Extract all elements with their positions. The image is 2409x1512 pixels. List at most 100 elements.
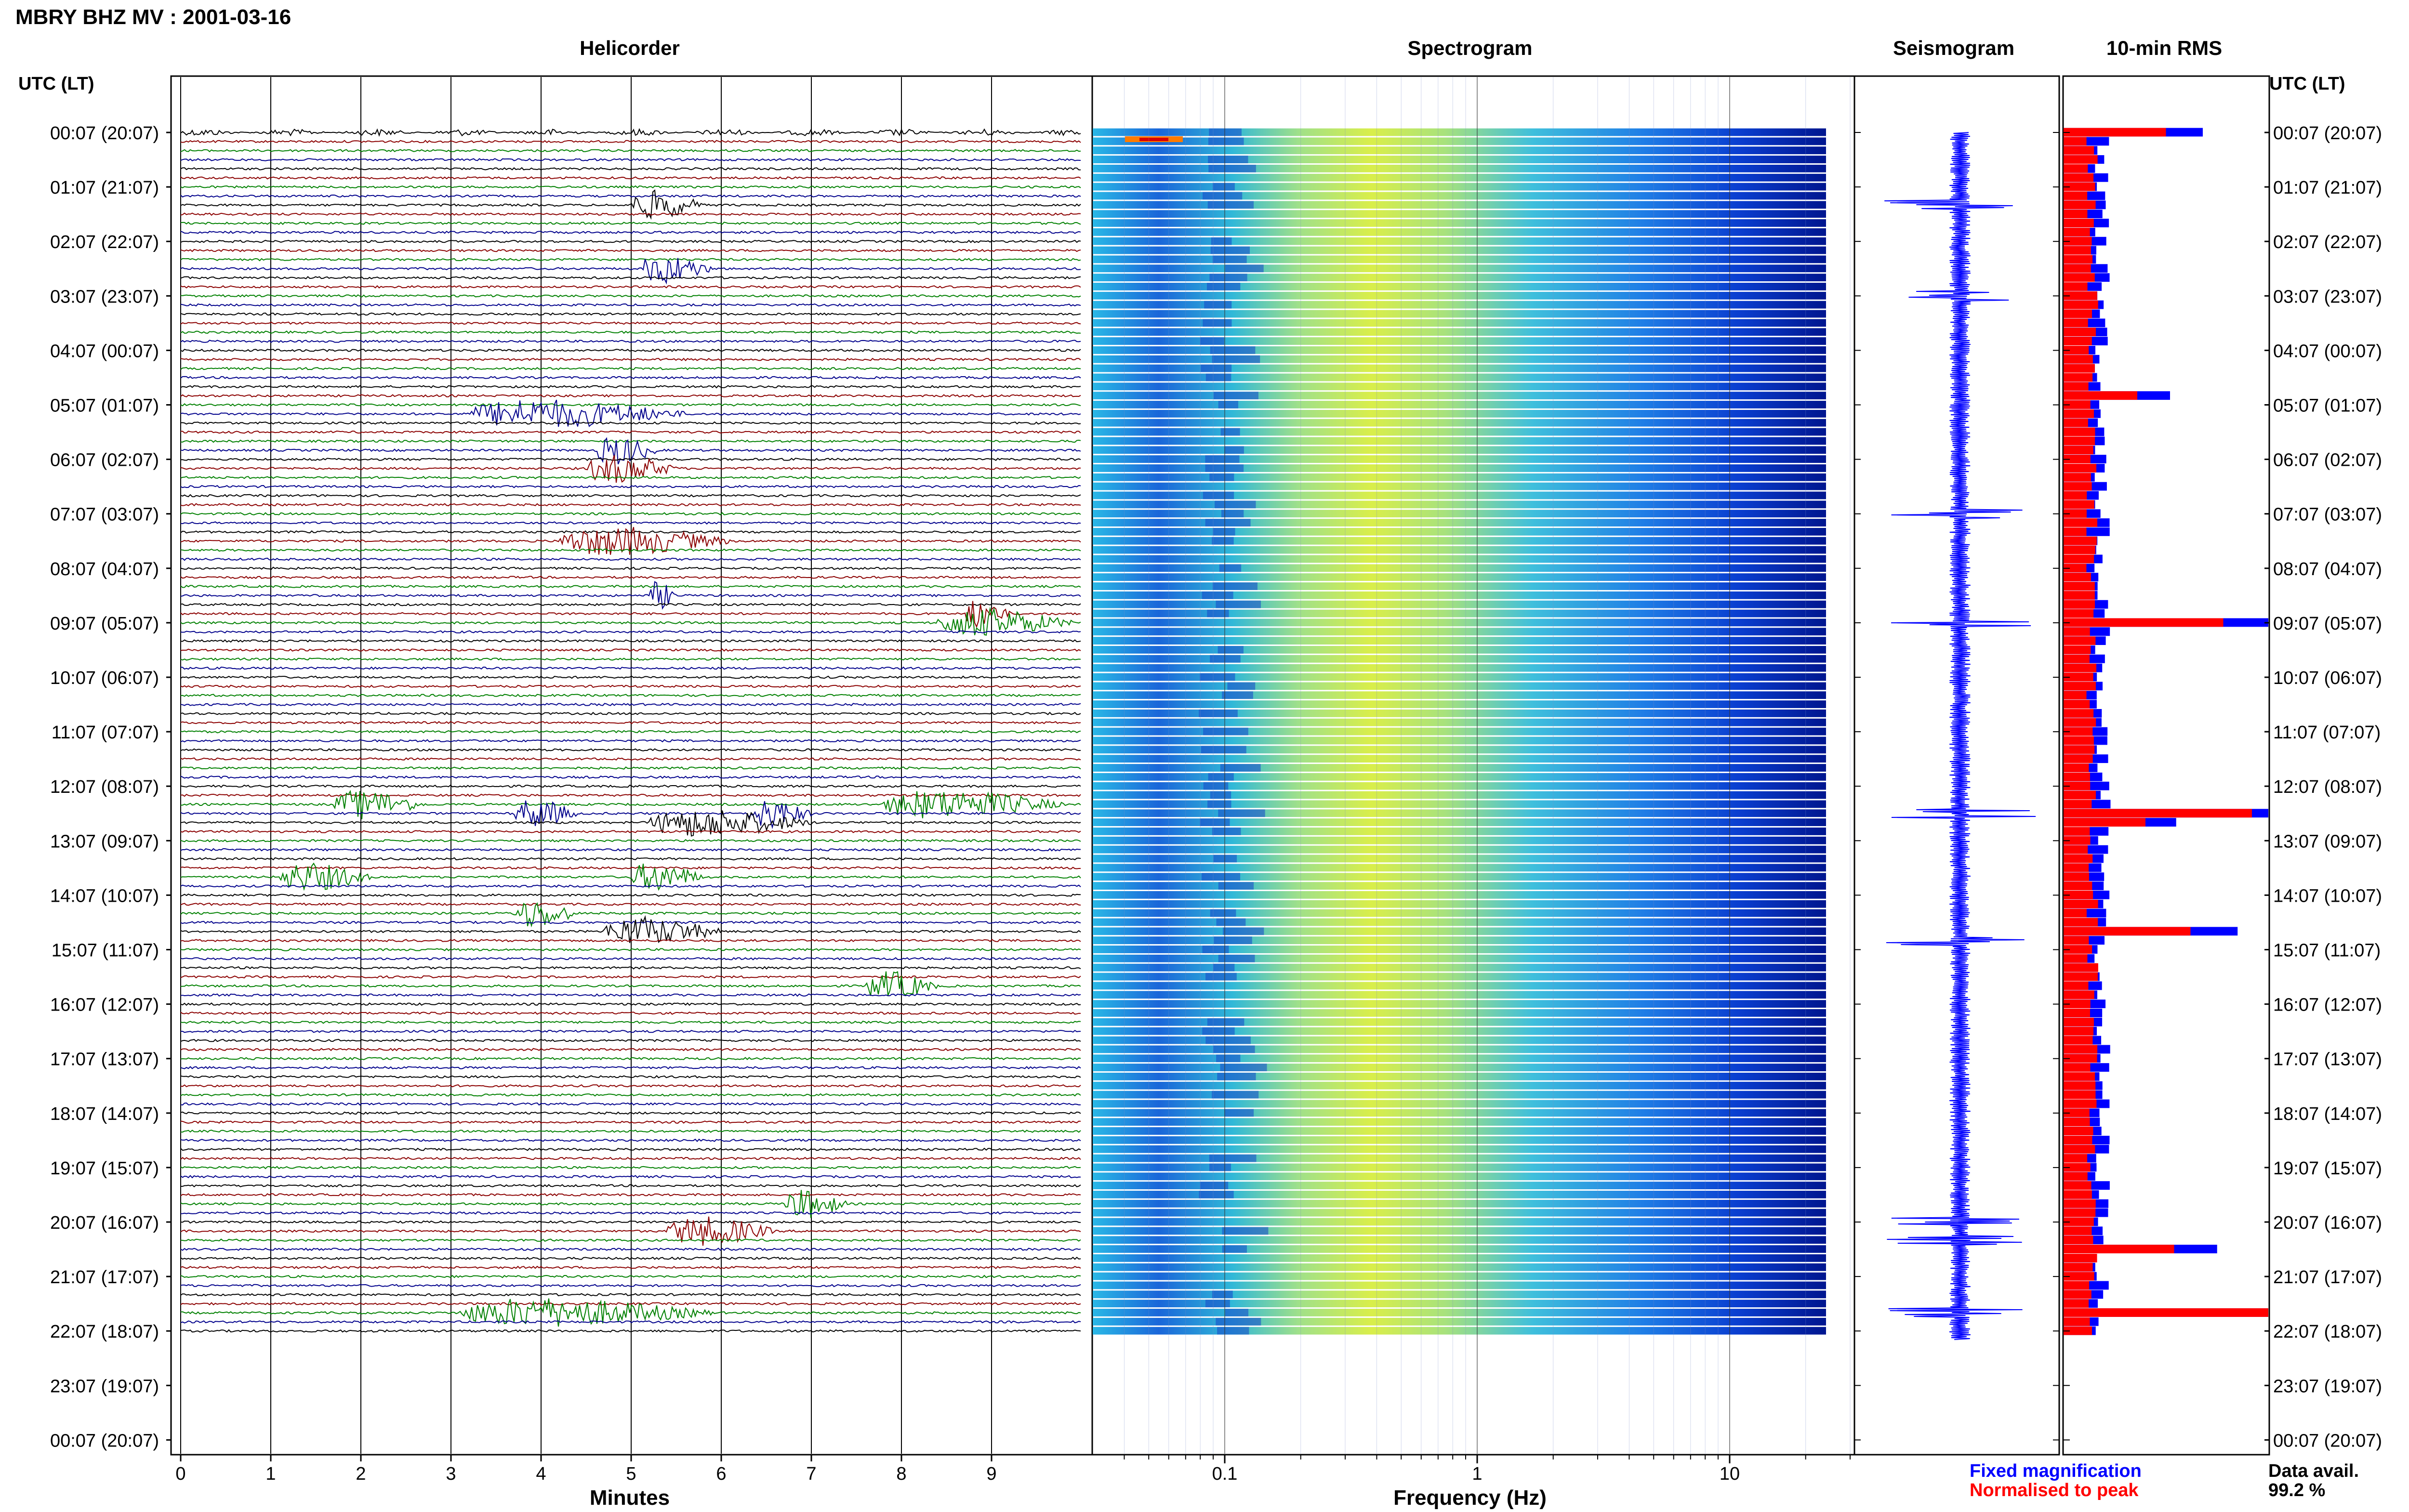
spectrogram-gridlines: [1124, 77, 1851, 1454]
rms-bar-normalised: [2064, 1090, 2096, 1099]
rms-bar-normalised: [2064, 318, 2088, 328]
rms-bar-normalised: [2064, 908, 2087, 918]
rms-bar-normalised: [2064, 1245, 2174, 1253]
time-label-right: 19:07 (15:07): [2273, 1158, 2382, 1179]
spectrogram-low-band: [1216, 1054, 1241, 1063]
time-label-right: 17:07 (13:07): [2273, 1050, 2382, 1070]
time-label-right: 23:07 (19:07): [2273, 1376, 2382, 1396]
spectrogram-row: [1093, 519, 1826, 526]
rms-bar-normalised: [2064, 309, 2092, 318]
spectrogram-row: [1093, 655, 1826, 663]
spectrogram-low-band: [1210, 791, 1231, 799]
spectrogram-low-band: [1212, 255, 1247, 263]
helicorder-trace-row: [180, 739, 1081, 743]
rms-bar-normalised: [2064, 391, 2137, 400]
spectrogram-row: [1093, 401, 1826, 408]
rms-bar-normalised: [2064, 1127, 2093, 1135]
spectrogram-row: [1093, 301, 1826, 309]
rms-bar-normalised: [2064, 191, 2088, 200]
rms-bar-normalised: [2064, 709, 2094, 718]
time-label-right: 04:07 (00:07): [2273, 341, 2382, 361]
spectrogram-row: [1093, 591, 1826, 599]
time-label-left: 20:07 (16:07): [50, 1213, 159, 1233]
spectrogram-low-band: [1208, 773, 1234, 781]
spectrogram-row: [1093, 1091, 1826, 1099]
spectrogram-row: [1093, 473, 1826, 481]
rms-bar-normalised: [2064, 237, 2092, 246]
spectrogram-low-band: [1225, 1309, 1249, 1316]
utc-label-right: UTC (LT): [2269, 74, 2345, 94]
rms-bar-normalised: [2064, 173, 2094, 182]
spectrogram-row: [1093, 527, 1826, 536]
spectrogram-row: [1093, 637, 1826, 645]
spectrogram-hotspot: [1139, 138, 1168, 141]
rms-bar-normalised: [2064, 182, 2095, 191]
helicorder-trace-row: [180, 1320, 1081, 1324]
spectrogram-low-band: [1212, 828, 1241, 835]
helicorder-trace-row: [180, 1102, 1081, 1106]
spectrogram-row: [1093, 1263, 1826, 1271]
spectrogram-low-band: [1212, 1290, 1233, 1299]
spectrogram-low-band: [1210, 346, 1256, 354]
spectrogram-row: [1093, 673, 1826, 681]
spectrogram-row: [1093, 210, 1826, 218]
helicorder-trace-row: [180, 376, 1081, 380]
spectrogram-row: [1093, 1218, 1826, 1226]
helicorder-trace-row: [180, 666, 1081, 670]
rms-bar-normalised: [2064, 400, 2091, 409]
rms-bar-normalised: [2064, 863, 2089, 872]
rms-bar-normalised: [2064, 355, 2093, 364]
helicorder-trace-row: [180, 648, 1081, 652]
helicorder-trace-row: [180, 285, 1081, 289]
helicorder-trace-row: [180, 775, 1081, 779]
rms-bar-normalised: [2064, 691, 2087, 700]
spectrogram-row: [1093, 1317, 1826, 1326]
spectrogram-rows: [1093, 128, 1826, 1335]
spectrogram-row: [1093, 1290, 1826, 1299]
spectrogram-row: [1093, 991, 1826, 999]
rms-bar-normalised: [2064, 1108, 2090, 1118]
rms-bar-normalised: [2064, 1017, 2094, 1026]
freq-tick-label: 0.1: [1212, 1464, 1238, 1484]
spectrogram-low-band: [1199, 709, 1238, 717]
spectrogram-row: [1093, 500, 1826, 509]
rms-bar-normalised: [2064, 219, 2094, 227]
helicorder-trace-row: [180, 385, 1081, 389]
spectrogram-row: [1093, 1327, 1826, 1335]
rms-bar-normalised: [2064, 364, 2095, 373]
minute-tick-label: 5: [626, 1464, 636, 1484]
spectrogram-row: [1093, 1172, 1826, 1181]
spectrogram-low-band: [1208, 137, 1244, 145]
rms-bar-normalised: [2064, 754, 2093, 763]
time-label-left: 07:07 (03:07): [50, 505, 159, 525]
helicorder-trace-row: [180, 975, 1081, 979]
helicorder-trace-row: [180, 848, 1081, 852]
spectrogram-row: [1093, 1163, 1826, 1171]
rms-bar-normalised: [2064, 591, 2095, 600]
spectrogram-low-band: [1205, 973, 1237, 981]
spectrogram-low-band: [1207, 1018, 1244, 1026]
minute-tick-label: 4: [536, 1464, 546, 1484]
spectrogram-row: [1093, 809, 1826, 817]
time-label-right: 03:07 (23:07): [2273, 287, 2382, 307]
rms-bar-normalised: [2064, 1308, 2268, 1317]
rms-bar-normalised: [2064, 545, 2095, 554]
spectrogram-row: [1093, 873, 1826, 881]
rms-bar-normalised: [2064, 972, 2098, 981]
rms-bar-normalised: [2064, 509, 2087, 518]
time-label-right: 13:07 (09:07): [2273, 831, 2382, 852]
helicorder-trace-row: [180, 866, 1081, 870]
rms-bar-normalised: [2064, 1190, 2092, 1199]
helicorder-trace-row: [180, 1238, 1081, 1242]
helicorder-trace-row: [180, 630, 1081, 634]
time-label-left: 22:07 (18:07): [50, 1322, 159, 1342]
time-label-right: 07:07 (03:07): [2273, 505, 2382, 525]
time-label-right: 14:07 (10:07): [2273, 886, 2382, 906]
spectrogram-row: [1093, 664, 1826, 672]
spectrogram-row: [1093, 1300, 1826, 1308]
helicorder-trace-row: [180, 703, 1081, 706]
helicorder-trace-row: [180, 399, 1081, 427]
spectrogram-row: [1093, 555, 1826, 563]
spectrogram-low-band: [1215, 500, 1256, 509]
rms-bar-normalised: [2064, 963, 2098, 972]
